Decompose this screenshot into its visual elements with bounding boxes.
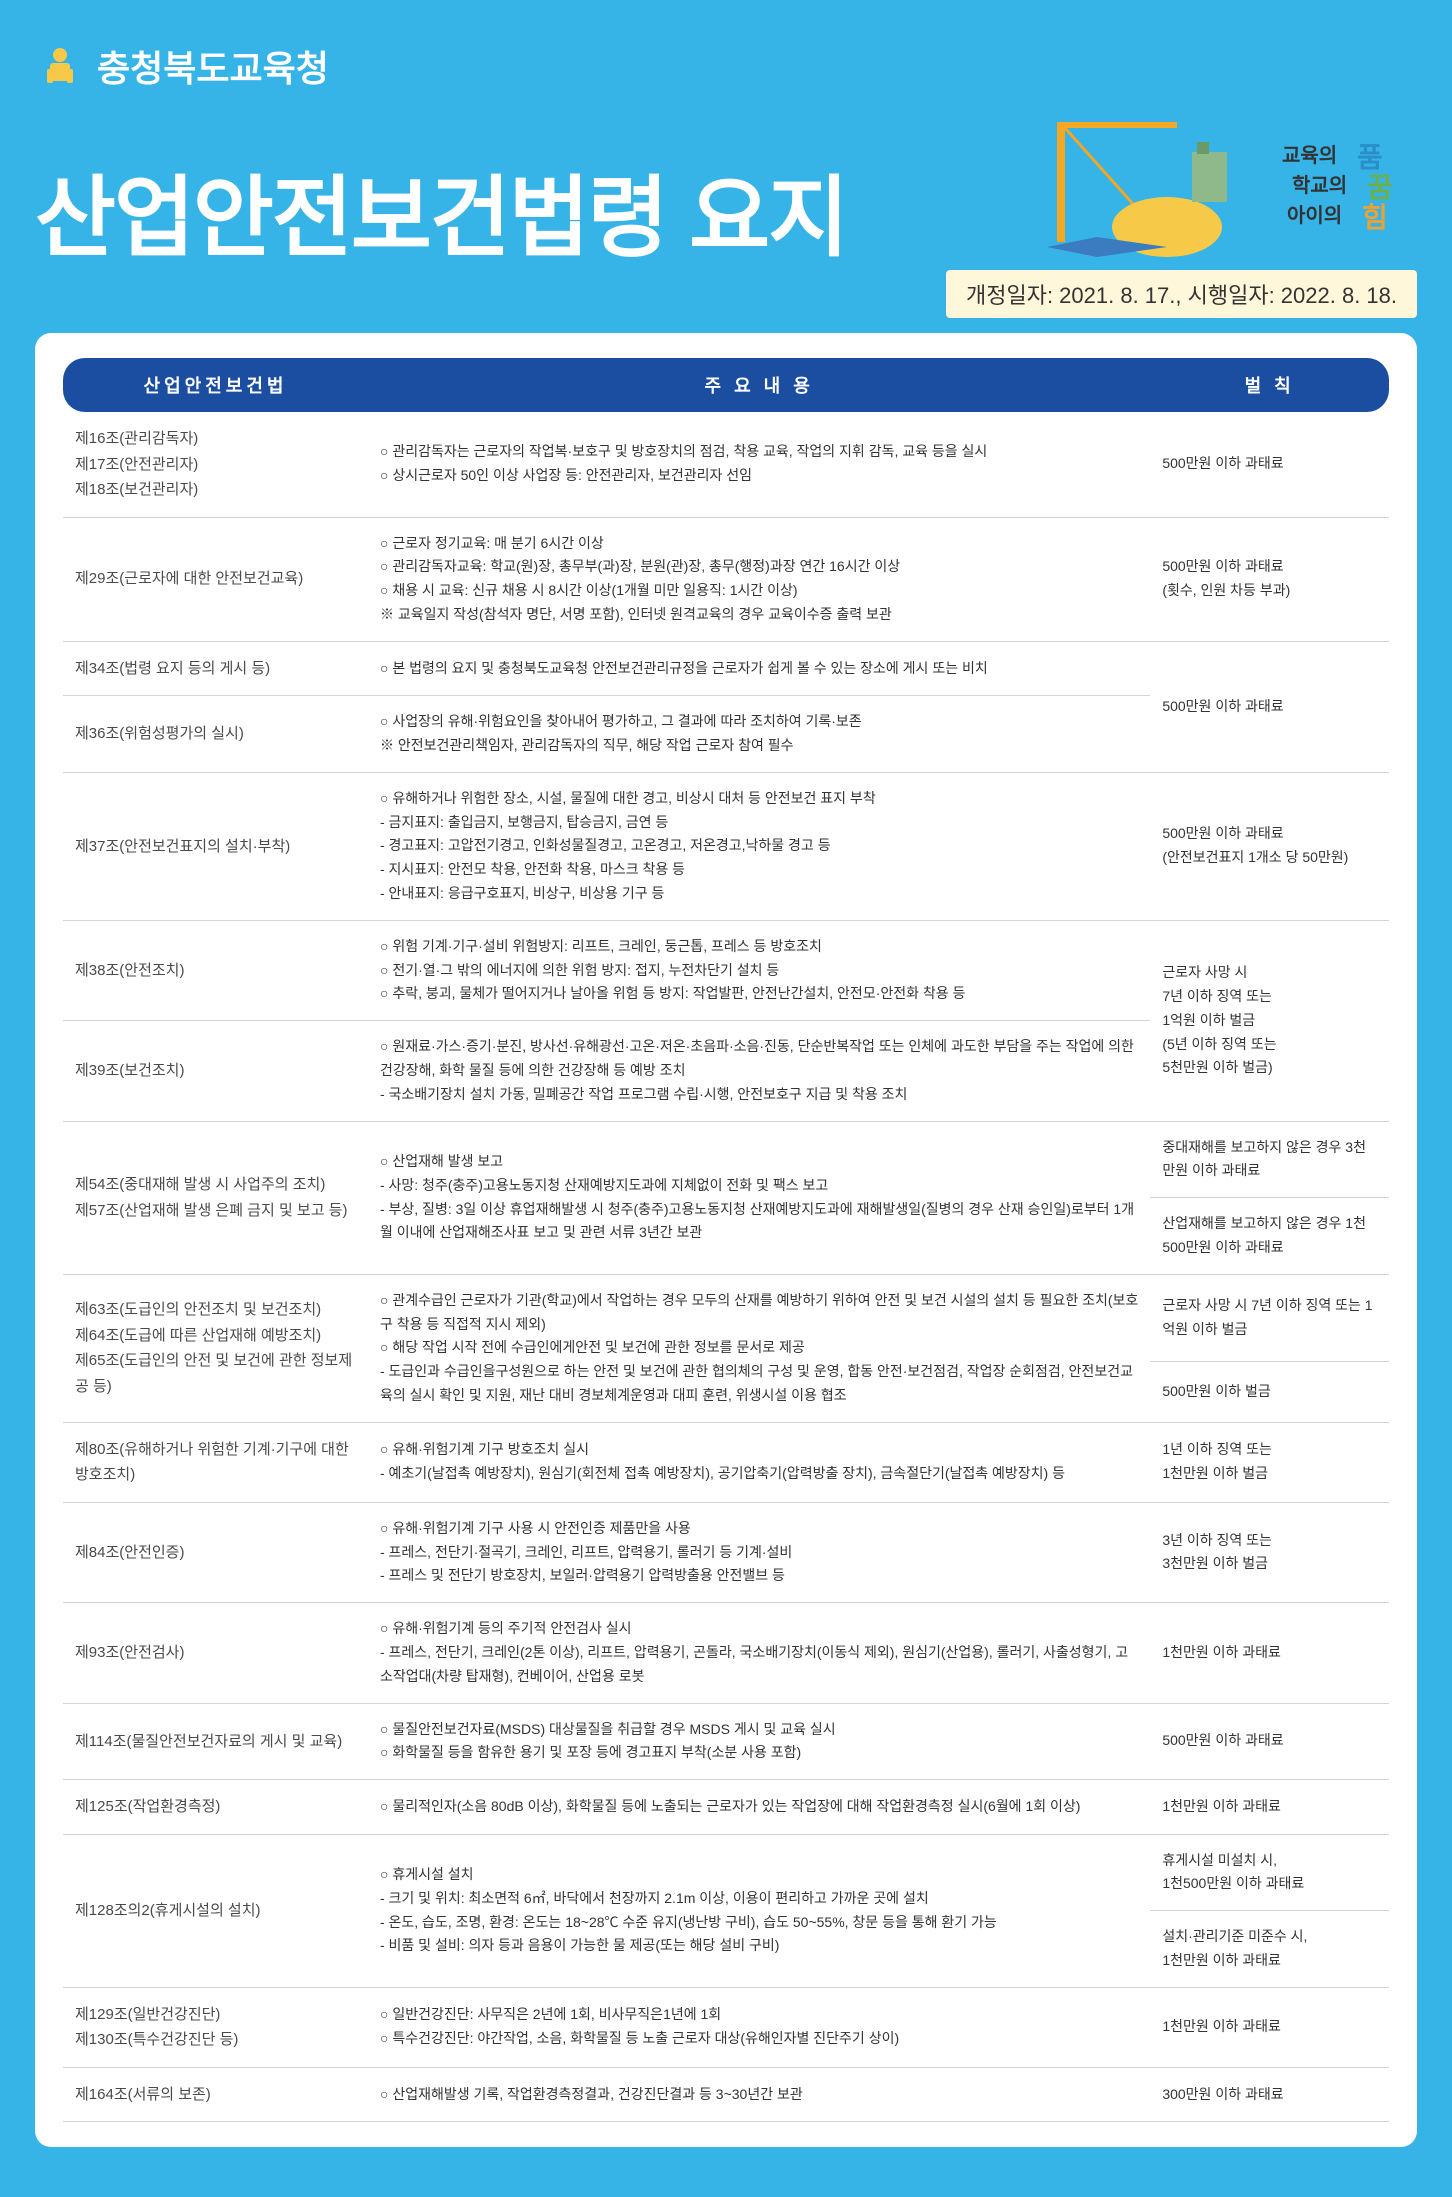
law-cell: 제39조(보건조치) <box>63 1021 368 1121</box>
graphics-area: 교육의 품 학교의 꿈 아이의 힘 <box>1037 112 1417 262</box>
content-cell: ○ 관계수급인 근로자가 기관(학교)에서 작업하는 경우 모두의 산재를 예방… <box>368 1274 1150 1422</box>
content-cell: ○ 사업장의 유해·위험요인을 찾아내어 평가하고, 그 결과에 따라 조치하여… <box>368 696 1150 773</box>
law-cell: 제125조(작업환경측정) <box>63 1780 368 1835</box>
law-cell: 제93조(안전검사) <box>63 1603 368 1703</box>
svg-text:힘: 힘 <box>1362 202 1388 233</box>
penalty-cell: 500만원 이하 과태료(안전보건표지 1개소 당 50만원) <box>1150 772 1389 920</box>
svg-text:꿈: 꿈 <box>1367 172 1393 203</box>
law-table: 산업안전보건법 주 요 내 용 벌 칙 제16조(관리감독자)제17조(안전관리… <box>63 358 1389 2122</box>
penalty-cell: 300만원 이하 과태료 <box>1150 2067 1389 2122</box>
penalty-cell: 500만원 이하 과태료 <box>1150 1703 1389 1780</box>
penalty-cell: 설치·관리기준 미준수 시,1천만원 이하 과태료 <box>1150 1911 1389 1988</box>
penalty-cell: 500만원 이하 과태료 <box>1150 641 1389 772</box>
penalty-cell: 1천만원 이하 과태료 <box>1150 1780 1389 1835</box>
law-cell: 제63조(도급인의 안전조치 및 보건조치)제64조(도급에 따른 산업재해 예… <box>63 1274 368 1422</box>
org-logo-icon <box>35 41 85 91</box>
content-cell: ○ 물질안전보건자료(MSDS) 대상물질을 취급할 경우 MSDS 게시 및 … <box>368 1703 1150 1780</box>
construction-icon <box>1037 112 1257 262</box>
svg-text:아이의: 아이의 <box>1287 204 1342 227</box>
penalty-cell: 휴게시설 미설치 시,1천500만원 이하 과태료 <box>1150 1834 1389 1911</box>
law-cell: 제36조(위험성평가의 실시) <box>63 696 368 773</box>
penalty-cell: 500만원 이하 과태료(횟수, 인원 차등 부과) <box>1150 517 1389 641</box>
content-cell: ○ 산업재해발생 기록, 작업환경측정결과, 건강진단결과 등 3~30년간 보… <box>368 2067 1150 2122</box>
slogan-icon: 교육의 품 학교의 꿈 아이의 힘 <box>1277 132 1417 242</box>
penalty-cell: 산업재해를 보고하지 않은 경우 1천500만원 이하 과태료 <box>1150 1198 1389 1275</box>
content-cell: ○ 위험 기계·기구·설비 위험방지: 리프트, 크레인, 둥근톱, 프레스 등… <box>368 920 1150 1020</box>
svg-text:교육의: 교육의 <box>1282 144 1337 167</box>
content-cell: ○ 원재료·가스·증기·분진, 방사선·유해광선·고온·저온·초음파·소음·진동… <box>368 1021 1150 1121</box>
content-cell: ○ 본 법령의 요지 및 충청북도교육청 안전보건관리규정을 근로자가 쉽게 볼… <box>368 641 1150 696</box>
content-cell: ○ 물리적인자(소음 80dB 이상), 화학물질 등에 노출되는 근로자가 있… <box>368 1780 1150 1835</box>
law-cell: 제54조(중대재해 발생 시 사업주의 조치)제57조(산업재해 발생 은폐 금… <box>63 1121 368 1274</box>
law-cell: 제80조(유해하거나 위험한 기계·기구에 대한 방호조치) <box>63 1422 368 1502</box>
law-cell: 제16조(관리감독자)제17조(안전관리자)제18조(보건관리자) <box>63 412 368 517</box>
penalty-cell: 근로자 사망 시7년 이하 징역 또는1억원 이하 벌금(5년 이하 징역 또는… <box>1150 920 1389 1121</box>
main-title: 산업안전보건법령 요지 <box>35 174 847 262</box>
title-row: 산업안전보건법령 요지 교육의 품 학교의 꿈 아이의 힘 <box>35 112 1417 262</box>
content-cell: ○ 근로자 정기교육: 매 분기 6시간 이상○ 관리감독자교육: 학교(원)장… <box>368 517 1150 641</box>
table-body: 제16조(관리감독자)제17조(안전관리자)제18조(보건관리자)○ 관리감독자… <box>63 412 1389 2122</box>
law-cell: 제128조의2(휴게시설의 설치) <box>63 1834 368 1987</box>
content-card: 산업안전보건법 주 요 내 용 벌 칙 제16조(관리감독자)제17조(안전관리… <box>35 333 1417 2147</box>
org-name: 충청북도교육청 <box>97 40 329 92</box>
content-cell: ○ 유해하거나 위험한 장소, 시설, 물질에 대한 경고, 비상시 대처 등 … <box>368 772 1150 920</box>
svg-text:학교의: 학교의 <box>1292 174 1347 197</box>
penalty-cell: 500만원 이하 벌금 <box>1150 1362 1389 1422</box>
poster-container: 충청북도교육청 산업안전보건법령 요지 교육의 품 학교의 꿈 아이의 힘 <box>0 0 1452 2197</box>
svg-text:품: 품 <box>1357 142 1383 173</box>
law-cell: 제164조(서류의 보존) <box>63 2067 368 2122</box>
header: 충청북도교육청 <box>35 40 1417 92</box>
date-info: 개정일자: 2021. 8. 17., 시행일자: 2022. 8. 18. <box>946 270 1417 318</box>
content-cell: ○ 유해·위험기계 기구 사용 시 안전인증 제품만을 사용 - 프레스, 전단… <box>368 1502 1150 1602</box>
law-cell: 제29조(근로자에 대한 안전보건교육) <box>63 517 368 641</box>
content-cell: ○ 산업재해 발생 보고 - 사망: 청주(충주)고용노동지청 산재예방지도과에… <box>368 1121 1150 1274</box>
content-cell: ○ 유해·위험기계 기구 방호조치 실시 - 예초기(날접촉 예방장치), 원심… <box>368 1422 1150 1502</box>
penalty-cell: 1년 이하 징역 또는1천만원 이하 벌금 <box>1150 1422 1389 1502</box>
penalty-cell: 중대재해를 보고하지 않은 경우 3천만원 이하 과태료 <box>1150 1121 1389 1198</box>
content-cell: ○ 관리감독자는 근로자의 작업복·보호구 및 방호장치의 점검, 착용 교육,… <box>368 412 1150 517</box>
law-cell: 제37조(안전보건표지의 설치·부착) <box>63 772 368 920</box>
law-cell: 제114조(물질안전보건자료의 게시 및 교육) <box>63 1703 368 1780</box>
content-cell: ○ 유해·위험기계 등의 주기적 안전검사 실시 - 프레스, 전단기, 크레인… <box>368 1603 1150 1703</box>
law-cell: 제38조(안전조치) <box>63 920 368 1020</box>
law-cell: 제129조(일반건강진단)제130조(특수건강진단 등) <box>63 1987 368 2067</box>
header-law: 산업안전보건법 <box>63 358 368 412</box>
content-cell: ○ 휴게시설 설치 - 크기 및 위치: 최소면적 6㎡, 바닥에서 천장까지 … <box>368 1834 1150 1987</box>
penalty-cell: 근로자 사망 시 7년 이하 징역 또는 1억원 이하 벌금 <box>1150 1274 1389 1362</box>
penalty-cell: 500만원 이하 과태료 <box>1150 412 1389 517</box>
penalty-cell: 1천만원 이하 과태료 <box>1150 1603 1389 1703</box>
header-content: 주 요 내 용 <box>368 358 1150 412</box>
law-cell: 제34조(법령 요지 등의 게시 등) <box>63 641 368 696</box>
law-cell: 제84조(안전인증) <box>63 1502 368 1602</box>
header-penalty: 벌 칙 <box>1150 358 1389 412</box>
penalty-cell: 3년 이하 징역 또는3천만원 이하 벌금 <box>1150 1502 1389 1602</box>
content-cell: ○ 일반건강진단: 사무직은 2년에 1회, 비사무직은1년에 1회○ 특수건강… <box>368 1987 1150 2067</box>
penalty-cell: 1천만원 이하 과태료 <box>1150 1987 1389 2067</box>
